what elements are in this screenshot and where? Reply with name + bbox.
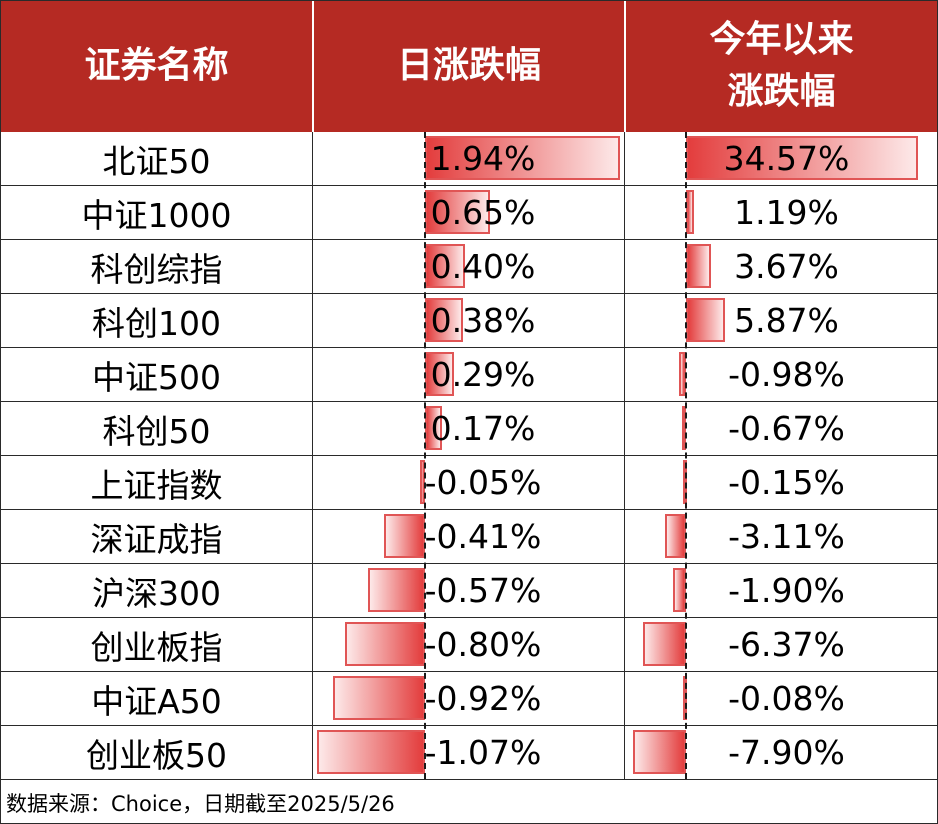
- table-row: 创业板指 -0.80% -6.37%: [0, 618, 938, 672]
- security-name-cell: 沪深300: [92, 573, 221, 613]
- header-divider: [624, 0, 626, 132]
- ytd-change-bar: [681, 406, 686, 450]
- header-divider: [312, 0, 314, 132]
- column-divider: [312, 132, 313, 780]
- daily-change-bar: [425, 298, 464, 342]
- security-name-cell: 中证500: [92, 357, 221, 397]
- source-note: 数据来源：Choice，日期截至2025/5/26: [6, 792, 395, 816]
- security-name-cell: 创业板指: [90, 627, 223, 667]
- ytd-change-label: 34.57%: [723, 139, 850, 178]
- security-name-cell: 科创100: [92, 303, 221, 343]
- ytd-change-bar: [686, 136, 918, 180]
- data-table: 证券名称 日涨跌幅 今年以来 涨跌幅 北证50 1.94% 34.57% 中证1000…: [0, 0, 938, 780]
- daily-change-bar: [332, 676, 425, 720]
- ytd-change-bar: [665, 514, 686, 558]
- daily-change-label: 0.17%: [430, 409, 536, 448]
- security-name-cell: 上证指数: [90, 465, 223, 505]
- ytd-change-bar: [643, 622, 686, 666]
- header-daily-change: 日涨跌幅: [313, 0, 625, 132]
- daily-change-bar: [419, 460, 425, 504]
- ytd-change-label: 3.67%: [734, 247, 839, 286]
- table-row: 中证A50 -0.92% -0.08%: [0, 672, 938, 726]
- ytd-change-label: -3.11%: [728, 517, 845, 556]
- ytd-change-bar: [632, 730, 686, 774]
- ytd-change-label: -6.37%: [728, 625, 845, 664]
- daily-change-bar: [367, 568, 425, 612]
- daily-change-bar: [425, 136, 620, 180]
- column-divider: [624, 132, 625, 780]
- daily-change-label: -0.05%: [424, 463, 542, 502]
- daily-change-label: 0.40%: [430, 247, 536, 286]
- security-name-cell: 科创50: [102, 411, 211, 451]
- ytd-change-bar: [686, 298, 726, 342]
- security-name-cell: 创业板50: [86, 735, 227, 775]
- ytd-change-label: 5.87%: [734, 301, 839, 340]
- ytd-change-label: -0.67%: [728, 409, 845, 448]
- security-name-cell: 中证1000: [81, 195, 232, 235]
- daily-change-bar: [425, 406, 443, 450]
- ytd-change-label: -0.98%: [728, 355, 845, 394]
- daily-change-bar: [425, 190, 491, 234]
- daily-change-label: -0.92%: [424, 679, 542, 718]
- ytd-change-label: -7.90%: [728, 733, 845, 772]
- daily-change-label: 0.38%: [430, 301, 536, 340]
- daily-change-label: 1.94%: [430, 139, 536, 178]
- table-row: 北证50 1.94% 34.57%: [0, 132, 938, 186]
- daily-change-label: -0.80%: [424, 625, 542, 664]
- table-row: 上证指数 -0.05% -0.15%: [0, 456, 938, 510]
- table-row: 中证1000 0.65% 1.19%: [0, 186, 938, 240]
- security-name-cell: 中证A50: [91, 681, 222, 721]
- daily-change-label: -0.57%: [424, 571, 542, 610]
- security-name-cell: 北证50: [102, 141, 211, 181]
- ytd-change-label: -0.08%: [728, 679, 845, 718]
- ytd-change-label: 1.19%: [734, 193, 839, 232]
- security-name-cell: 深证成指: [90, 519, 223, 559]
- table-row: 创业板50 -1.07% -7.90%: [0, 726, 938, 780]
- daily-change-bar: [344, 622, 425, 666]
- daily-change-label: 0.65%: [430, 193, 536, 232]
- table-row: 中证500 0.29% -0.98%: [0, 348, 938, 402]
- daily-zero-axis: [424, 132, 426, 779]
- table-row: 深证成指 -0.41% -3.11%: [0, 510, 938, 564]
- daily-change-bar: [425, 352, 455, 396]
- table-row: 科创50 0.17% -0.67%: [0, 402, 938, 456]
- daily-change-label: -1.07%: [424, 733, 542, 772]
- table-row: 沪深300 -0.57% -1.90%: [0, 564, 938, 618]
- daily-change-bar: [317, 730, 425, 774]
- table-row: 科创100 0.38% 5.87%: [0, 294, 938, 348]
- daily-change-label: -0.41%: [424, 517, 542, 556]
- daily-change-bar: [383, 514, 425, 558]
- daily-change-bar: [425, 244, 466, 288]
- header-ytd-change: 今年以来 涨跌幅: [625, 0, 938, 132]
- table-row: 科创综指 0.40% 3.67%: [0, 240, 938, 294]
- ytd-change-label: -1.90%: [728, 571, 845, 610]
- daily-change-label: 0.29%: [430, 355, 536, 394]
- ytd-change-label: -0.15%: [728, 463, 845, 502]
- ytd-zero-axis: [685, 132, 687, 779]
- header-security-name: 证券名称: [0, 0, 313, 132]
- security-name-cell: 科创综指: [90, 249, 223, 289]
